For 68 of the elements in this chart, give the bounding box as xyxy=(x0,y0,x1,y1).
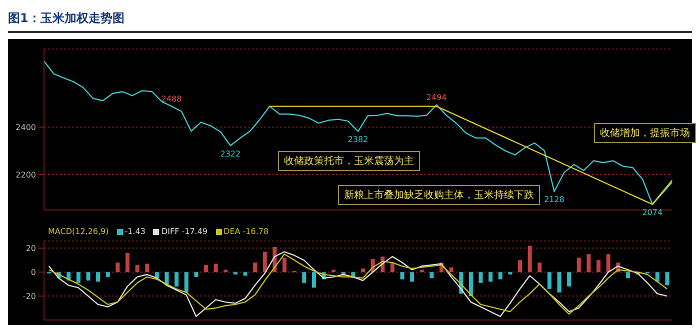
bar xyxy=(528,246,532,272)
bar xyxy=(361,268,365,272)
bar xyxy=(468,272,473,296)
bar xyxy=(312,272,316,288)
bar xyxy=(253,262,258,272)
bar xyxy=(410,272,414,282)
bar xyxy=(164,272,169,284)
bar xyxy=(538,262,542,272)
bar xyxy=(420,270,424,272)
y-tick-label: -20 xyxy=(22,292,36,301)
legend-label: -1.43 xyxy=(124,227,146,236)
annotation: 2488 xyxy=(161,94,182,104)
bar xyxy=(204,264,208,272)
bar xyxy=(626,272,630,278)
bar xyxy=(126,252,130,272)
bar xyxy=(606,254,610,272)
annotation: 2128 xyxy=(544,195,564,204)
bar xyxy=(214,264,218,272)
bar xyxy=(154,272,159,278)
bar xyxy=(596,260,600,272)
annotation: 收储政策托市，玉米震荡为主 xyxy=(278,151,420,171)
bar xyxy=(567,272,572,286)
bar xyxy=(262,252,267,272)
bar xyxy=(518,260,522,272)
bar xyxy=(655,272,660,282)
chart-title: 图1：玉米加权走势图 xyxy=(8,8,692,33)
chart-title: MACD(12,26,9) xyxy=(48,227,109,236)
annotation: 新粮上市叠加缺乏收购主体，玉米持续下跌 xyxy=(338,185,540,205)
bar xyxy=(233,272,238,275)
bar xyxy=(184,272,188,292)
bar xyxy=(557,272,562,292)
bar xyxy=(390,262,394,272)
bar xyxy=(547,272,552,289)
bar xyxy=(430,272,434,278)
bar xyxy=(302,272,306,283)
legend-label: DIFF -17.49 xyxy=(161,227,208,236)
bar xyxy=(665,272,670,286)
bar xyxy=(106,272,110,277)
annotation: 2382 xyxy=(348,135,368,144)
bar xyxy=(135,264,140,272)
bar xyxy=(116,262,120,272)
bar xyxy=(400,272,404,280)
y-tick-label: 20 xyxy=(26,244,36,254)
y-tick-label: 2200 xyxy=(16,170,36,180)
annotation: 2494 xyxy=(426,92,447,102)
annotation: 2322 xyxy=(220,149,241,158)
bar xyxy=(145,264,150,272)
y-tick-label: 0 xyxy=(30,268,36,277)
legend-label: DEA -16.78 xyxy=(224,227,269,236)
bar xyxy=(174,272,179,286)
bar xyxy=(478,272,483,283)
bar xyxy=(76,272,80,283)
bar xyxy=(449,267,454,272)
bar xyxy=(332,270,336,272)
bar xyxy=(194,272,198,277)
bar xyxy=(508,272,512,275)
annotation: 收储增加，提振市场 xyxy=(594,123,696,143)
bar xyxy=(498,272,502,280)
y-tick-label: 2400 xyxy=(16,122,36,132)
bar xyxy=(576,258,581,272)
bar xyxy=(586,254,591,272)
bar xyxy=(86,272,90,280)
bar xyxy=(224,270,228,272)
bar xyxy=(96,272,100,282)
bar xyxy=(243,272,248,276)
annotation: 2074 xyxy=(642,208,663,217)
bar xyxy=(282,258,286,272)
bar xyxy=(488,272,493,282)
